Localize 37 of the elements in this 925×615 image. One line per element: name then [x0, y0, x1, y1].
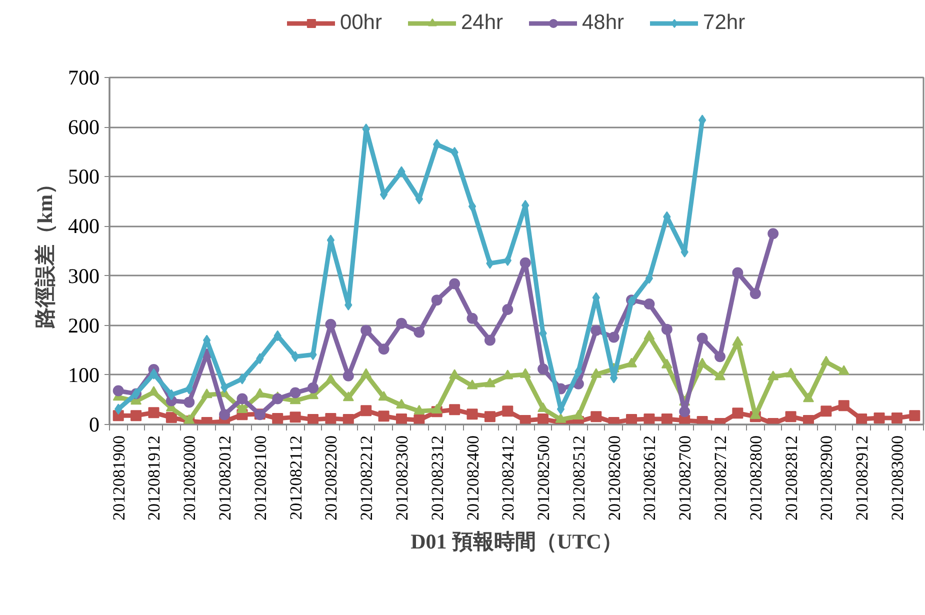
x-tick-label: 2012082800 — [746, 436, 766, 520]
y-tick-label: 300 — [68, 264, 100, 288]
x-tick-label: 2012081912 — [144, 436, 164, 520]
x-tick-label: 2012082900 — [817, 436, 836, 520]
y-tick-label: 700 — [68, 66, 100, 90]
x-tick-label: 2012082812 — [782, 436, 801, 520]
legend-label: 24hr — [460, 10, 503, 34]
x-tick-label: 2012082100 — [250, 436, 270, 520]
x-tick-label: 2012082012 — [216, 436, 235, 520]
legend-label: 48hr — [582, 10, 624, 34]
y-tick-label: 600 — [68, 115, 100, 140]
x-tick-label: 2012082200 — [322, 436, 341, 520]
y-tick-label: 100 — [68, 362, 100, 387]
x-tick-label: 2012082400 — [463, 436, 482, 520]
x-tick-label: 2012083000 — [888, 436, 907, 520]
x-tick-label: 2012082000 — [180, 436, 200, 520]
x-tick-label: 2012082312 — [428, 436, 447, 520]
y-tick-label: 200 — [68, 313, 100, 338]
x-tick-label: 2012082712 — [711, 436, 730, 520]
x-tick-label: 2012082112 — [286, 435, 306, 520]
x-tick-label: 2012082300 — [392, 436, 412, 520]
x-tick-label: 2012082500 — [534, 436, 554, 520]
y-axis-title: 路徑誤差（km） — [33, 173, 57, 330]
x-tick-label: 2012082612 — [640, 436, 660, 520]
x-tick-label: 2012082912 — [852, 436, 872, 520]
x-tick-label: 2012081900 — [109, 436, 128, 520]
y-tick-label: 400 — [68, 214, 100, 238]
x-tick-label: 2012082412 — [498, 436, 518, 520]
legend-label: 72hr — [703, 10, 746, 34]
x-tick-label: 2012082212 — [357, 436, 376, 520]
x-axis-title: D01 預報時間（UTC） — [410, 530, 622, 554]
y-tick-label: 0 — [89, 412, 100, 436]
legend-label: 00hr — [340, 10, 382, 34]
x-tick-label: 2012082700 — [676, 436, 695, 520]
x-tick-label: 2012082512 — [569, 436, 588, 520]
y-tick-label: 500 — [68, 164, 100, 189]
x-tick-label: 2012082600 — [604, 436, 624, 520]
